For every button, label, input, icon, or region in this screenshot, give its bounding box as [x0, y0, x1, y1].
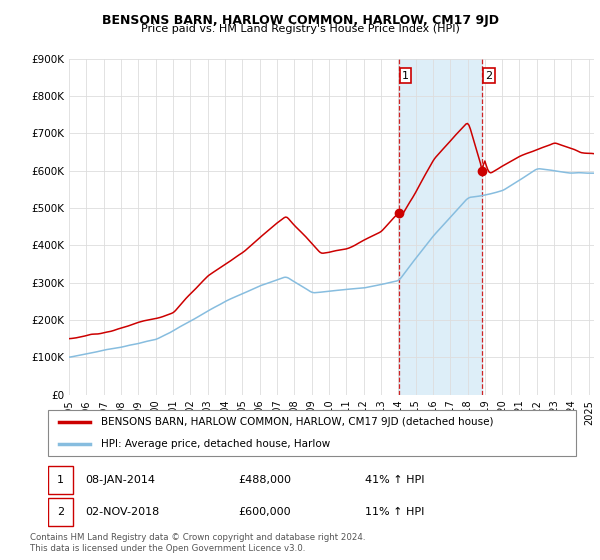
- Text: 08-JAN-2014: 08-JAN-2014: [85, 475, 155, 485]
- Text: Price paid vs. HM Land Registry's House Price Index (HPI): Price paid vs. HM Land Registry's House …: [140, 24, 460, 34]
- Text: 2: 2: [57, 507, 64, 517]
- Text: £488,000: £488,000: [238, 475, 291, 485]
- Text: £600,000: £600,000: [238, 507, 291, 517]
- Bar: [399, 59, 482, 395]
- Text: 1: 1: [57, 475, 64, 485]
- Text: 11% ↑ HPI: 11% ↑ HPI: [365, 507, 424, 517]
- Text: HPI: Average price, detached house, Harlow: HPI: Average price, detached house, Harl…: [101, 440, 330, 450]
- FancyBboxPatch shape: [48, 498, 73, 526]
- Text: 2: 2: [485, 71, 493, 81]
- Text: BENSONS BARN, HARLOW COMMON, HARLOW, CM17 9JD: BENSONS BARN, HARLOW COMMON, HARLOW, CM1…: [101, 14, 499, 27]
- Text: 41% ↑ HPI: 41% ↑ HPI: [365, 475, 424, 485]
- Text: 1: 1: [402, 71, 409, 81]
- Text: 02-NOV-2018: 02-NOV-2018: [85, 507, 159, 517]
- Text: BENSONS BARN, HARLOW COMMON, HARLOW, CM17 9JD (detached house): BENSONS BARN, HARLOW COMMON, HARLOW, CM1…: [101, 417, 493, 427]
- Text: Contains HM Land Registry data © Crown copyright and database right 2024.
This d: Contains HM Land Registry data © Crown c…: [30, 533, 365, 553]
- FancyBboxPatch shape: [48, 466, 73, 494]
- FancyBboxPatch shape: [48, 410, 576, 456]
